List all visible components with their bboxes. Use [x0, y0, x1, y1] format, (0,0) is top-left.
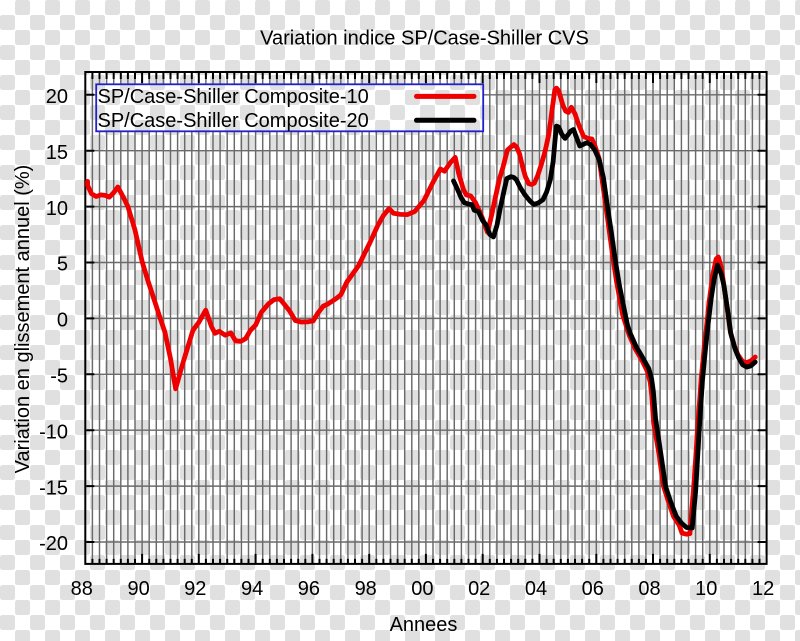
svg-text:5: 5 — [57, 254, 68, 276]
svg-text:00: 00 — [411, 578, 433, 600]
svg-text:Variation indice SP/Case-Shill: Variation indice SP/Case-Shiller CVS — [260, 28, 589, 50]
svg-text:92: 92 — [184, 578, 206, 600]
svg-text:10: 10 — [695, 578, 717, 600]
svg-text:08: 08 — [638, 578, 660, 600]
svg-text:Variation en glissement annuel: Variation en glissement annuel (%) — [12, 165, 34, 474]
svg-text:SP/Case-Shiller Composite-10: SP/Case-Shiller Composite-10 — [98, 86, 369, 108]
svg-text:SP/Case-Shiller Composite-20: SP/Case-Shiller Composite-20 — [98, 110, 369, 132]
svg-text:96: 96 — [298, 578, 320, 600]
svg-text:15: 15 — [46, 142, 68, 164]
svg-text:-5: -5 — [50, 366, 68, 388]
svg-text:06: 06 — [582, 578, 604, 600]
svg-text:Annees: Annees — [390, 614, 458, 636]
svg-text:10: 10 — [46, 198, 68, 220]
svg-text:-20: -20 — [39, 533, 68, 555]
svg-text:04: 04 — [525, 578, 547, 600]
svg-text:94: 94 — [241, 578, 263, 600]
svg-text:-15: -15 — [39, 477, 68, 499]
svg-text:02: 02 — [468, 578, 490, 600]
svg-text:90: 90 — [127, 578, 149, 600]
svg-text:0: 0 — [57, 310, 68, 332]
svg-text:98: 98 — [355, 578, 377, 600]
svg-text:88: 88 — [71, 578, 93, 600]
svg-text:12: 12 — [752, 578, 774, 600]
svg-text:20: 20 — [46, 86, 68, 108]
svg-text:-10: -10 — [39, 421, 68, 443]
